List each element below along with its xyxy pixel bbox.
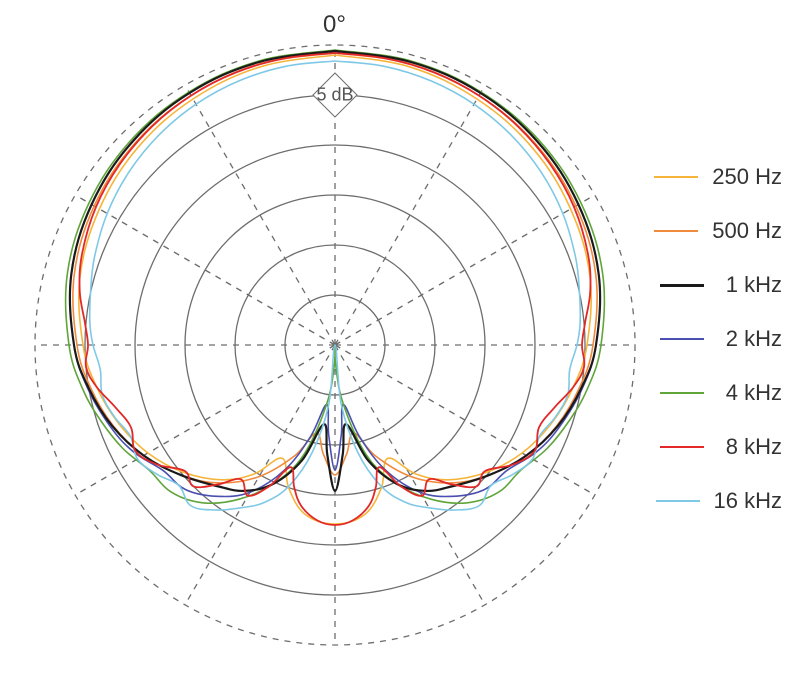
legend-row-500hz: 500 Hz bbox=[652, 204, 782, 258]
legend-swatch-2khz bbox=[660, 338, 704, 340]
legend-label-1khz: 1 kHz bbox=[718, 272, 782, 298]
legend-swatch-1khz bbox=[660, 284, 704, 287]
axis-label-top: 0° bbox=[323, 11, 346, 39]
legend-label-16khz: 16 kHz bbox=[714, 488, 782, 514]
polar-chart-container: 0° 5 dB 250 Hz 500 Hz 1 kHz 2 kHz 4 kHz 8 kHz… bbox=[0, 0, 800, 685]
legend-label-250hz: 250 Hz bbox=[712, 164, 782, 190]
legend-swatch-250hz bbox=[654, 176, 698, 178]
legend-swatch-8khz bbox=[660, 446, 704, 448]
legend-row-4khz: 4 kHz bbox=[652, 366, 782, 420]
legend-row-2khz: 2 kHz bbox=[652, 312, 782, 366]
legend-label-2khz: 2 kHz bbox=[718, 326, 782, 352]
legend-label-500hz: 500 Hz bbox=[712, 218, 782, 244]
legend-row-16khz: 16 kHz bbox=[652, 474, 782, 528]
legend: 250 Hz 500 Hz 1 kHz 2 kHz 4 kHz 8 kHz 16 kHz bbox=[652, 150, 782, 528]
legend-swatch-4khz bbox=[660, 392, 704, 394]
legend-swatch-16khz bbox=[656, 500, 700, 502]
legend-row-250hz: 250 Hz bbox=[652, 150, 782, 204]
legend-row-8khz: 8 kHz bbox=[652, 420, 782, 474]
legend-row-1khz: 1 kHz bbox=[652, 258, 782, 312]
legend-label-4khz: 4 kHz bbox=[718, 380, 782, 406]
grid-db-label: 5 dB bbox=[316, 85, 353, 106]
legend-label-8khz: 8 kHz bbox=[718, 434, 782, 460]
legend-swatch-500hz bbox=[654, 230, 698, 232]
